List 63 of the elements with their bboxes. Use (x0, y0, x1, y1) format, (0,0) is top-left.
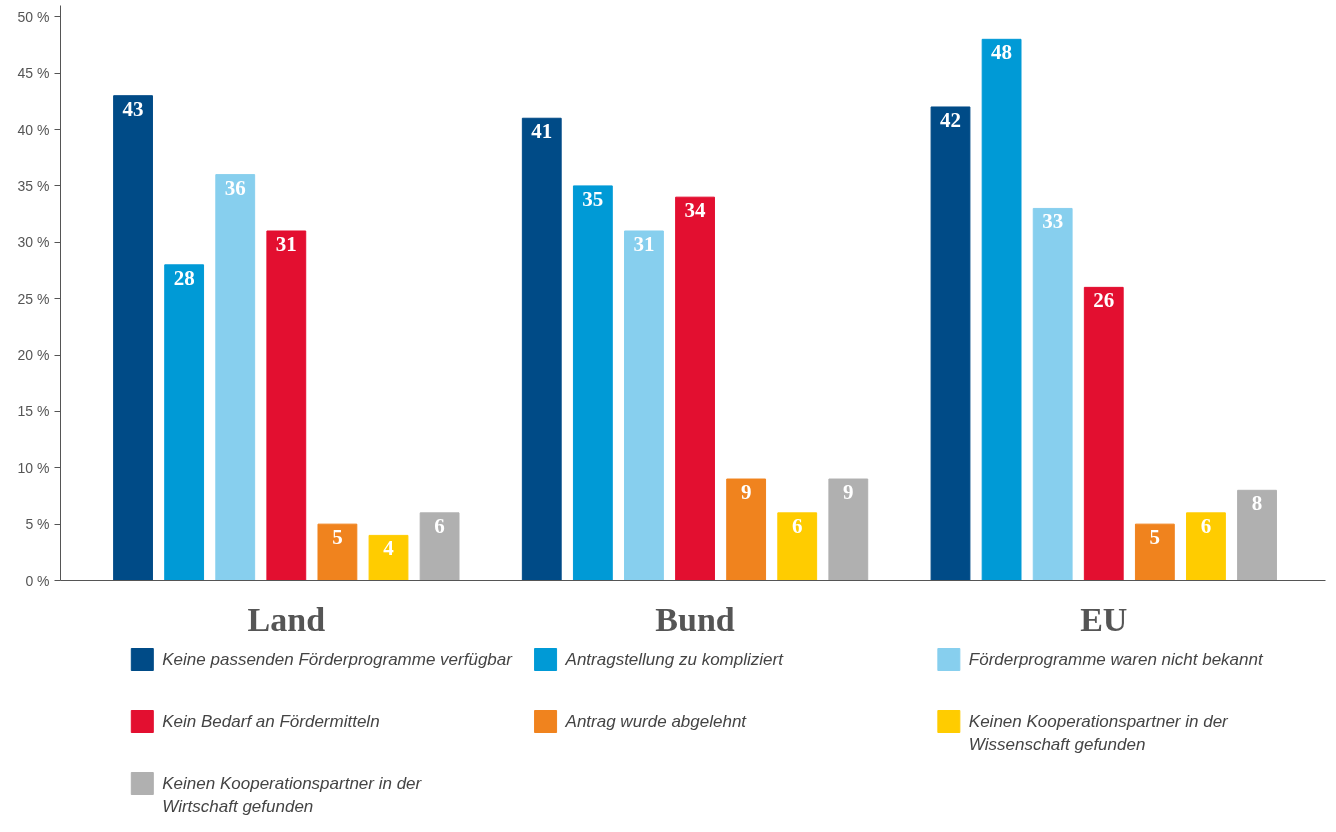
data-label: 42 (940, 107, 961, 132)
data-label: 41 (531, 119, 553, 144)
legend-label: Keinen Kooperationspartner in der Wissenschaft gefunden (968, 711, 1230, 755)
data-label: 8 (1251, 491, 1263, 516)
bar (981, 38, 1022, 581)
bar (266, 230, 307, 581)
bar (113, 95, 153, 581)
data-label: 35 (582, 186, 604, 211)
bar (164, 264, 205, 581)
bar (215, 174, 256, 581)
data-label: 26 (1093, 288, 1115, 313)
data-label: 48 (991, 40, 1013, 65)
bar (572, 185, 613, 581)
data-label: 9 (740, 480, 752, 505)
bar (1134, 523, 1175, 581)
x-tick-label: Bund (655, 600, 735, 638)
y-tick-label: 50 % (17, 8, 50, 25)
y-tick-label: 15 % (17, 403, 50, 420)
bar (1083, 286, 1124, 581)
y-tick-label: 10 % (17, 459, 50, 476)
y-tick-label: 5 % (25, 516, 50, 533)
legend-label: Antragstellung zu kompliziert (564, 649, 785, 669)
bar (726, 478, 767, 581)
data-label: 34 (684, 198, 707, 223)
data-label: 4 (383, 536, 395, 561)
bar (828, 478, 869, 581)
bar (624, 230, 664, 581)
legend-label: Keine passenden Förderprogramme verfügbar (162, 649, 514, 669)
data-label: 28 (173, 265, 195, 290)
data-label: 33 (1042, 209, 1064, 234)
x-tick-label: Land (247, 600, 326, 638)
data-label: 31 (275, 231, 297, 256)
legend-label: Kein Bedarf an Fördermitteln (162, 711, 380, 731)
bar (777, 512, 818, 581)
legend-label: Antrag wurde abgelehnt (564, 711, 748, 731)
y-tick-label: 40 % (17, 121, 50, 138)
legend-label: Förderprogramme waren nicht bekannt (968, 649, 1264, 669)
bar (419, 512, 460, 581)
data-label: 43 (122, 96, 144, 121)
bar (1237, 489, 1277, 581)
y-tick-label: 35 % (17, 177, 50, 194)
bar (317, 523, 358, 581)
x-tick-label: EU (1080, 600, 1128, 638)
y-tick-label: 45 % (17, 65, 50, 82)
data-label: 5 (1149, 525, 1161, 550)
legend-label: Keinen Kooperationspartner in der Wirtschaft gefunden (162, 773, 423, 817)
data-label: 6 (434, 513, 445, 538)
bar (930, 106, 971, 581)
data-label: 6 (1200, 513, 1212, 538)
data-label: 5 (332, 525, 343, 550)
bar (521, 117, 562, 581)
bar (1186, 512, 1226, 581)
y-tick-label: 30 % (17, 234, 50, 251)
data-label: 9 (843, 480, 854, 505)
y-tick-label: 25 % (17, 290, 50, 307)
data-label: 31 (633, 231, 655, 256)
data-label: 36 (224, 175, 246, 200)
bar (1032, 207, 1073, 581)
bar (675, 196, 715, 581)
data-label: 6 (791, 513, 803, 538)
bar (368, 534, 409, 581)
y-tick-label: 20 % (17, 347, 50, 364)
y-tick-label: 0 % (25, 572, 50, 589)
